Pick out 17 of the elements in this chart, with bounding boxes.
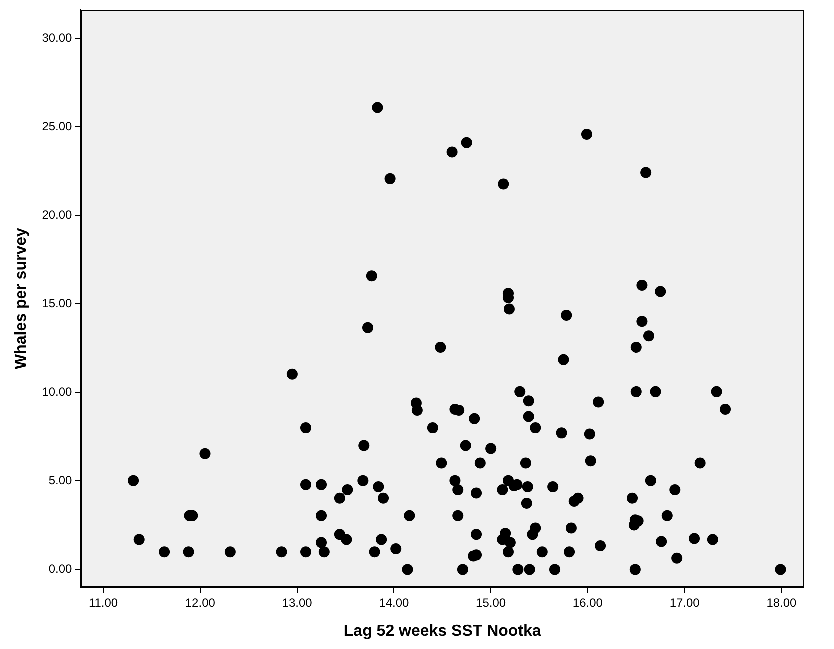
x-tick-label: 18.00 xyxy=(766,596,798,610)
x-tick-label: 11.00 xyxy=(88,596,118,610)
y-tick-label: 25.00 xyxy=(42,119,73,134)
y-tick-label: 20.00 xyxy=(42,208,73,222)
x-tick-label: 14.00 xyxy=(379,596,410,610)
x-axis-title: Lag 52 weeks SST Nootka xyxy=(344,622,542,640)
x-tick-label: 12.00 xyxy=(185,596,216,610)
y-tick-label: 5.00 xyxy=(48,473,73,488)
y-tick-label: 0.00 xyxy=(48,562,73,576)
x-tick-label: 16.00 xyxy=(572,596,604,610)
y-axis-title: Whales per survey xyxy=(13,228,30,370)
x-tick-label: 13.00 xyxy=(282,596,313,610)
x-tick-label: 15.00 xyxy=(476,596,506,610)
x-tick-label: 17.00 xyxy=(670,596,700,610)
y-tick-label: 10.00 xyxy=(42,384,73,399)
y-tick-label: 30.00 xyxy=(42,30,73,45)
y-tick-label: 15.00 xyxy=(42,296,73,310)
